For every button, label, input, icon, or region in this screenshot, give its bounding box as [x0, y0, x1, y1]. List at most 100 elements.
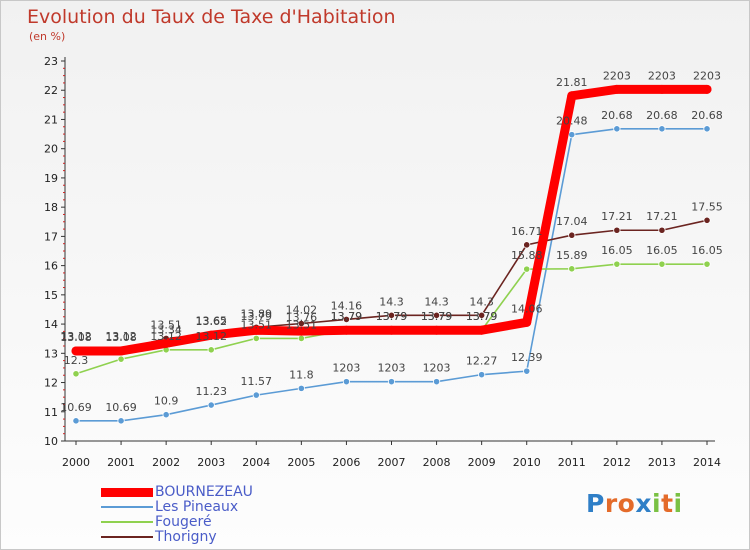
data-label-fougere: 13.79 — [421, 310, 453, 323]
data-point-fougere — [297, 334, 305, 342]
data-label-fougere: 13.51 — [241, 318, 273, 331]
data-label-thorigny: 17.21 — [601, 210, 633, 223]
data-label-thorigny: 13.65 — [195, 314, 227, 327]
data-point-les-pineaux — [117, 417, 125, 425]
data-label-thorigny: 14.02 — [286, 303, 318, 316]
x-tick-label: 2003 — [197, 456, 225, 469]
y-tick-label: 18 — [44, 201, 58, 214]
data-label-les-pineaux: 12.27 — [466, 355, 498, 368]
data-point-bournezeau — [702, 84, 712, 94]
logo-letter: o — [617, 489, 636, 518]
data-point-bournezeau — [161, 338, 171, 348]
data-label-thorigny: 13.89 — [241, 307, 273, 320]
data-label-les-pineaux: 20.48 — [556, 115, 588, 128]
data-point-les-pineaux — [297, 384, 305, 392]
x-tick-label: 2009 — [468, 456, 496, 469]
data-point-bournezeau — [567, 91, 577, 101]
data-label-les-pineaux: 20.68 — [691, 109, 723, 122]
x-tick-label: 2001 — [107, 456, 135, 469]
data-point-les-pineaux — [342, 378, 351, 386]
data-point-les-pineaux — [478, 371, 486, 379]
data-point-bournezeau — [612, 84, 622, 94]
data-point-thorigny — [478, 311, 486, 319]
data-label-fougere: 16.05 — [601, 244, 633, 257]
legend-swatch-bournezeau — [101, 488, 153, 497]
data-label-fougere: 13.12 — [150, 330, 182, 343]
data-label-fougere: 13.79 — [466, 310, 498, 323]
x-tick-label: 2013 — [648, 456, 676, 469]
y-tick-label: 17 — [44, 230, 58, 243]
y-tick-label: 10 — [44, 435, 58, 448]
data-point-bournezeau — [296, 326, 306, 336]
data-label-les-pineaux: 10.69 — [105, 401, 137, 414]
data-point-thorigny — [523, 241, 531, 249]
data-point-thorigny — [568, 231, 576, 239]
x-tick-label: 2011 — [558, 456, 586, 469]
data-point-fougere — [523, 265, 531, 273]
logo-letter: t — [661, 489, 674, 518]
legend-item-bournezeau: BOURNEZEAU — [101, 484, 361, 500]
proxiti-logo: Proxiti — [586, 489, 683, 518]
data-point-bournezeau — [71, 346, 81, 356]
data-point-bournezeau — [432, 325, 442, 335]
data-label-bournezeau: 21.81 — [556, 76, 588, 89]
logo-letter: x — [635, 489, 652, 518]
legend-swatch-fougere — [101, 521, 153, 523]
data-label-thorigny: 14.3 — [379, 295, 404, 308]
data-point-les-pineaux — [523, 367, 531, 375]
y-tick-label: 11 — [44, 406, 58, 419]
data-point-fougere — [613, 260, 621, 268]
logo-letter: P — [586, 489, 605, 518]
data-label-bournezeau: 13.79 — [466, 310, 498, 323]
data-point-fougere — [72, 370, 80, 378]
data-label-bournezeau: 2203 — [693, 69, 721, 82]
data-label-bournezeau: 13.34 — [150, 323, 182, 336]
data-label-bournezeau: 13.79 — [331, 310, 363, 323]
x-tick-label: 2006 — [332, 456, 360, 469]
y-tick-label: 22 — [44, 84, 58, 97]
data-point-thorigny — [658, 226, 666, 234]
y-tick-label: 13 — [44, 347, 58, 360]
data-label-thorigny: 17.55 — [691, 200, 723, 213]
data-point-thorigny — [613, 226, 621, 234]
y-tick-label: 21 — [44, 113, 58, 126]
data-point-fougere — [117, 355, 125, 363]
x-tick-label: 2000 — [62, 456, 90, 469]
data-point-les-pineaux — [387, 378, 396, 386]
data-label-les-pineaux: 1203 — [378, 362, 406, 375]
data-label-fougere: 16.05 — [691, 244, 723, 257]
data-label-les-pineaux: 1203 — [332, 362, 360, 375]
data-label-thorigny: 14.3 — [469, 295, 494, 308]
data-point-bournezeau — [251, 325, 261, 335]
data-label-les-pineaux: 20.68 — [601, 109, 633, 122]
data-point-bournezeau — [116, 346, 126, 356]
data-point-fougere — [703, 260, 711, 268]
data-label-thorigny: 13.51 — [150, 318, 182, 331]
legend-label-thorigny: Thorigny — [155, 529, 217, 545]
x-tick-label: 2002 — [152, 456, 180, 469]
series-line-les-pineaux — [75, 128, 708, 422]
data-label-les-pineaux: 10.9 — [154, 395, 179, 408]
x-tick-label: 2005 — [287, 456, 315, 469]
data-label-bournezeau: 13.79 — [241, 310, 273, 323]
data-label-bournezeau: 13.08 — [105, 331, 137, 344]
data-label-thorigny: 14.16 — [331, 299, 363, 312]
data-point-thorigny — [703, 216, 711, 224]
data-label-bournezeau: 13.79 — [421, 310, 453, 323]
data-point-bournezeau — [657, 84, 667, 94]
data-point-les-pineaux — [432, 378, 441, 386]
legend-item-fougere: Fougeré — [101, 514, 361, 530]
data-label-les-pineaux: 11.8 — [289, 368, 314, 381]
data-label-thorigny: 17.04 — [556, 215, 588, 228]
x-tick-label: 2014 — [693, 456, 721, 469]
data-point-bournezeau — [206, 330, 216, 340]
data-label-bournezeau: 13.79 — [376, 310, 408, 323]
data-label-bournezeau: 13.08 — [60, 331, 92, 344]
data-label-les-pineaux: 10.69 — [60, 401, 92, 414]
data-label-fougere: 15.89 — [556, 249, 588, 262]
data-label-thorigny: 13.12 — [105, 330, 137, 343]
data-label-fougere: 13.79 — [331, 310, 363, 323]
data-label-fougere: 16.05 — [646, 244, 678, 257]
